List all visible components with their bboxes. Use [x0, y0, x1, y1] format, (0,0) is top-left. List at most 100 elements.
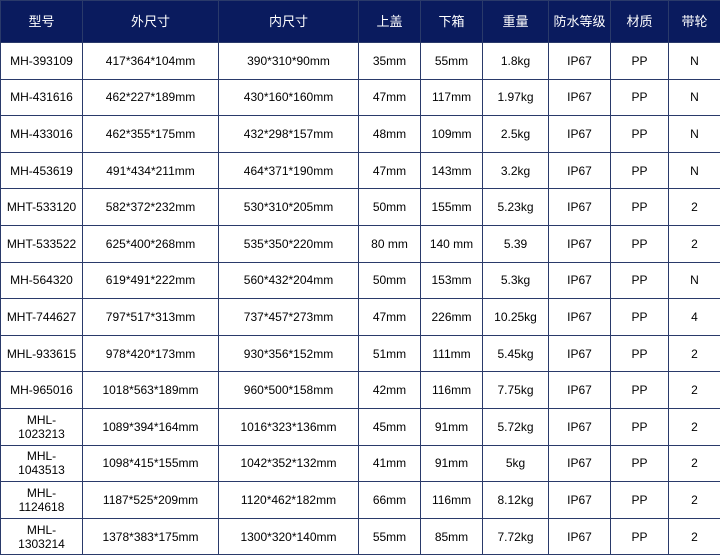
table-cell: 2	[668, 407, 720, 446]
table-row: MHT-533120 582*372*232mm 530*310*205mm 50mm…	[0, 188, 720, 226]
table-cell: 8.12kg	[482, 481, 549, 519]
table-cell: 430*160*160mm	[218, 78, 359, 117]
table-cell: 464*371*190mm	[218, 151, 359, 190]
table-cell: 226mm	[420, 298, 483, 336]
table-cell: 109mm	[420, 115, 483, 153]
table-cell: 140 mm	[420, 224, 483, 263]
table-cell: 155mm	[420, 188, 483, 226]
table-row: MH-965016 1018*563*189mm 960*500*158mm 42mm…	[0, 371, 720, 409]
table-cell: PP	[610, 371, 669, 409]
table-cell: 51mm	[358, 334, 421, 373]
table-cell: 1018*563*189mm	[82, 371, 219, 409]
header-cell: 重量	[482, 0, 549, 43]
table-cell: 5.39	[482, 224, 549, 263]
table-cell: 80 mm	[358, 224, 421, 263]
table-cell: IP67	[548, 188, 611, 226]
table-cell: MH-433016	[0, 115, 83, 153]
table-cell: 1016*323*136mm	[218, 407, 359, 446]
table-cell: IP67	[548, 151, 611, 190]
table-cell: 625*400*268mm	[82, 224, 219, 263]
table-cell: 930*356*152mm	[218, 334, 359, 373]
table-cell: PP	[610, 481, 669, 519]
header-cell: 内尺寸	[218, 0, 359, 43]
header-cell: 带轮	[668, 0, 720, 43]
table-cell: IP67	[548, 298, 611, 336]
table-cell: 35mm	[358, 42, 421, 80]
table-cell: N	[668, 115, 720, 153]
table-cell: 1.8kg	[482, 42, 549, 80]
table-row: MH-431616 462*227*189mm 430*160*160mm 47mm 1…	[0, 78, 720, 117]
table-row: MHL-1023213 1089*394*164mm 1016*323*136mm 4…	[0, 407, 720, 446]
table-cell: 66mm	[358, 481, 421, 519]
table-cell: MHL-933615	[0, 334, 83, 373]
table-cell: 390*310*90mm	[218, 42, 359, 80]
table-cell: IP67	[548, 444, 611, 483]
table-cell: 5.72kg	[482, 407, 549, 446]
table-cell: MHT-533522	[0, 224, 83, 263]
table-cell: 3.2kg	[482, 151, 549, 190]
table-cell: 535*350*220mm	[218, 224, 359, 263]
table-cell: PP	[610, 334, 669, 373]
table-row: MH-564320 619*491*222mm 560*432*204mm 50mm 1…	[0, 261, 720, 300]
table-cell: 797*517*313mm	[82, 298, 219, 336]
table-cell: 737*457*273mm	[218, 298, 359, 336]
table-cell: 5.3kg	[482, 261, 549, 300]
table-cell: IP67	[548, 261, 611, 300]
table-cell: IP67	[548, 115, 611, 153]
table-cell: 91mm	[420, 407, 483, 446]
table-cell: 491*434*211mm	[82, 151, 219, 190]
table-cell: PP	[610, 407, 669, 446]
header-cell: 材质	[610, 0, 669, 43]
table-cell: N	[668, 42, 720, 80]
table-cell: 10.25kg	[482, 298, 549, 336]
table-cell: 1098*415*155mm	[82, 444, 219, 483]
table-cell: 1187*525*209mm	[82, 481, 219, 519]
table-cell: 5.45kg	[482, 334, 549, 373]
table-cell: 530*310*205mm	[218, 188, 359, 226]
table-cell: IP67	[548, 42, 611, 80]
table-row: MHL-1124618 1187*525*209mm 1120*462*182mm 6…	[0, 481, 720, 519]
table-cell: 1042*352*132mm	[218, 444, 359, 483]
table-cell: 111mm	[420, 334, 483, 373]
table-cell: 978*420*173mm	[82, 334, 219, 373]
table-cell: 417*364*104mm	[82, 42, 219, 80]
table-cell: IP67	[548, 78, 611, 117]
table-cell: IP67	[548, 407, 611, 446]
table-cell: 1300*320*140mm	[218, 517, 359, 555]
table-cell: 7.72kg	[482, 517, 549, 555]
table-cell: PP	[610, 115, 669, 153]
table-cell: 432*298*157mm	[218, 115, 359, 153]
table-cell: PP	[610, 517, 669, 555]
table-cell: 91mm	[420, 444, 483, 483]
table-cell: PP	[610, 188, 669, 226]
table-cell: 117mm	[420, 78, 483, 117]
table-cell: 153mm	[420, 261, 483, 300]
table-cell: 2	[668, 371, 720, 409]
table-cell: 462*227*189mm	[82, 78, 219, 117]
table-cell: 50mm	[358, 188, 421, 226]
header-cell: 防水等级	[548, 0, 611, 43]
table-cell: IP67	[548, 334, 611, 373]
table-cell: 47mm	[358, 78, 421, 117]
table-cell: 2	[668, 334, 720, 373]
header-cell: 上盖	[358, 0, 421, 43]
table-row: MHL-1303214 1378*383*175mm 1300*320*140mm 5…	[0, 517, 720, 555]
table-cell: 45mm	[358, 407, 421, 446]
table-cell: PP	[610, 42, 669, 80]
table-cell: 582*372*232mm	[82, 188, 219, 226]
table-row: MH-393109 417*364*104mm 390*310*90mm 35mm 55…	[0, 42, 720, 80]
table-cell: IP67	[548, 224, 611, 263]
table-cell: PP	[610, 78, 669, 117]
header-row: 型号 外尺寸 内尺寸 上盖 下箱 重量 防水等级 材质 带轮	[0, 0, 720, 43]
table-cell: MHL-1043513	[0, 444, 83, 483]
table-cell: 143mm	[420, 151, 483, 190]
table-cell: 1378*383*175mm	[82, 517, 219, 555]
table-cell: MHT-533120	[0, 188, 83, 226]
table-row: MHT-533522 625*400*268mm 535*350*220mm 80 m…	[0, 224, 720, 263]
table-cell: 462*355*175mm	[82, 115, 219, 153]
table-cell: 116mm	[420, 481, 483, 519]
table-cell: 47mm	[358, 151, 421, 190]
table-cell: 47mm	[358, 298, 421, 336]
table-cell: 2	[668, 444, 720, 483]
table-cell: MHT-744627	[0, 298, 83, 336]
